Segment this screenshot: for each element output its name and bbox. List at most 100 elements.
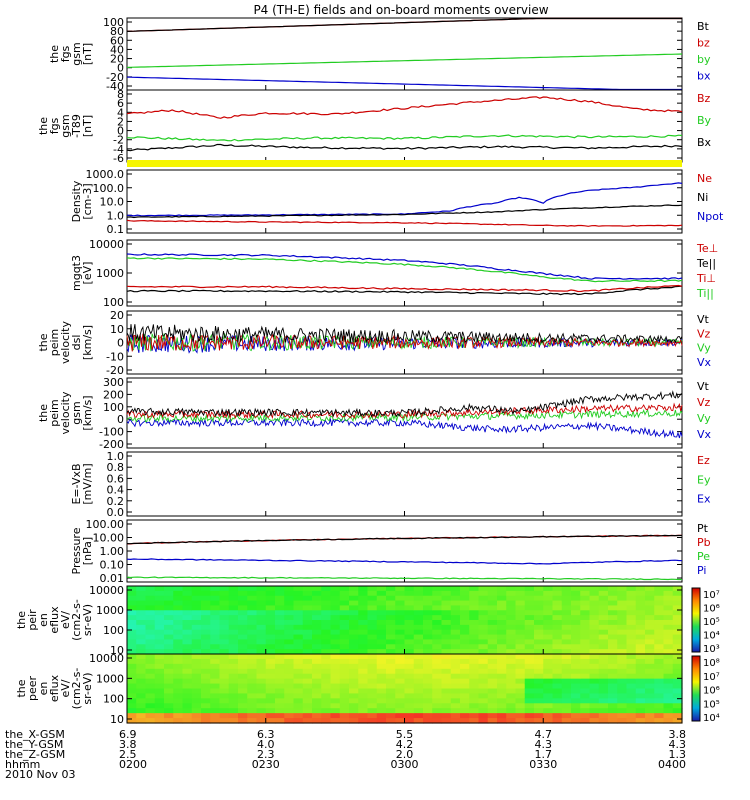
- spectrogram-cell: [182, 586, 193, 592]
- spectrogram-cell: [617, 654, 628, 660]
- spectrogram-cell: [358, 683, 369, 690]
- spectrogram-cell: [497, 615, 507, 621]
- spectrogram-cell: [626, 624, 637, 631]
- spectrogram-cell: [663, 610, 674, 616]
- spectrogram-cell: [321, 654, 332, 660]
- spectrogram-cell: [487, 693, 498, 699]
- spectrogram-cell: [423, 590, 433, 597]
- spectrogram-cell: [376, 708, 387, 714]
- spectrogram-cell: [608, 658, 618, 665]
- spectrogram-cell: [321, 649, 332, 655]
- series-Te||: [126, 285, 683, 296]
- spectrogram-cell: [515, 688, 526, 695]
- spectrogram-cell: [413, 649, 424, 655]
- spectrogram-cell: [284, 639, 295, 645]
- series-Vx: [126, 417, 683, 439]
- spectrogram-cell: [441, 698, 452, 704]
- y-axis-label: [km/s]: [81, 325, 94, 360]
- spectrogram-cell: [487, 644, 498, 650]
- spectrogram-cell: [432, 708, 443, 714]
- spectrogram-cell: [617, 590, 628, 597]
- spectrogram-cell: [395, 649, 406, 655]
- spectrogram-cell: [127, 624, 137, 631]
- spectrogram-cell: [663, 708, 674, 714]
- spectrogram-cell: [154, 624, 165, 631]
- spectrogram-cell: [645, 595, 655, 602]
- spectrogram-cell: [321, 610, 332, 616]
- spectrogram-cell: [645, 713, 655, 719]
- y-axis-label: -T89: [70, 114, 83, 138]
- spectrogram-cell: [136, 693, 147, 699]
- spectrogram-cell: [534, 615, 544, 621]
- spectrogram-cell: [386, 673, 396, 680]
- spectrogram-cell: [460, 615, 470, 621]
- spectrogram-cell: [386, 649, 396, 655]
- spectrogram-cell: [672, 649, 683, 655]
- spectrogram-cell: [432, 586, 443, 592]
- spectrogram-cell: [487, 703, 498, 709]
- y-tick-label: -20: [106, 71, 124, 84]
- spectrogram-cell: [127, 683, 137, 690]
- spectrogram-cell: [339, 693, 350, 699]
- footer-value: 4.7: [535, 728, 553, 741]
- spectrogram-cell: [598, 629, 609, 636]
- spectrogram-cell: [608, 673, 618, 680]
- spectrogram-cell: [580, 678, 591, 685]
- spectrogram-cell: [330, 600, 341, 607]
- spectrogram-cell: [136, 649, 147, 655]
- spectrogram-cell: [506, 708, 517, 714]
- spectrogram-cell: [349, 605, 359, 611]
- spectrogram-cell: [580, 649, 591, 655]
- y-tick-label: 20: [110, 309, 124, 322]
- spectrogram-cell: [608, 654, 618, 660]
- spectrogram-cell: [136, 624, 147, 631]
- y-tick-label: 0.10: [100, 559, 125, 572]
- spectrogram-cell: [645, 620, 655, 626]
- spectrogram-cell: [173, 688, 184, 695]
- spectrogram-cell: [617, 698, 628, 704]
- spectrogram-cell: [293, 634, 304, 641]
- spectrogram-cell: [127, 703, 137, 709]
- spectrogram-cell: [654, 708, 665, 714]
- spectrogram-cell: [423, 718, 433, 724]
- spectrogram-cell: [598, 688, 609, 695]
- spectrogram-cell: [302, 644, 313, 650]
- spectrogram-cell: [367, 620, 378, 626]
- colorbar: [691, 655, 701, 722]
- series-Pt: [126, 534, 682, 545]
- spectrogram-cell: [506, 639, 517, 645]
- colorbar-label: 10⁵: [703, 617, 720, 628]
- spectrogram-cell: [478, 600, 489, 607]
- spectrogram-cell: [339, 649, 350, 655]
- spectrogram-cell: [219, 663, 230, 670]
- spectrogram-cell: [182, 713, 193, 719]
- spectrogram-cell: [654, 698, 665, 704]
- spectrogram-cell: [228, 586, 239, 592]
- spectrogram-cell: [663, 673, 674, 680]
- spectrogram-cell: [423, 693, 433, 699]
- spectrogram-cell: [413, 605, 424, 611]
- spectrogram-cell: [663, 678, 674, 685]
- spectrogram-cell: [302, 683, 313, 690]
- spectrogram-cell: [136, 663, 147, 670]
- spectrogram-cell: [219, 683, 230, 690]
- spectrogram-cell: [589, 600, 600, 607]
- spectrogram-cell: [432, 683, 443, 690]
- spectrogram-cell: [469, 629, 480, 636]
- spectrogram-cell: [164, 634, 174, 641]
- spectrogram-cell: [423, 708, 433, 714]
- spectrogram-cell: [460, 718, 470, 724]
- spectrogram-cell: [219, 678, 230, 685]
- spectrogram-cell: [256, 586, 267, 592]
- spectrogram-cell: [561, 629, 572, 636]
- spectrogram-cell: [423, 654, 433, 660]
- spectrogram-cell: [580, 595, 591, 602]
- spectrogram-cell: [330, 620, 341, 626]
- legend-Vz: Vz: [697, 327, 711, 340]
- spectrogram-cell: [645, 600, 655, 607]
- spectrogram-cell: [478, 644, 489, 650]
- footer-value: 0300: [391, 758, 419, 771]
- spectrogram-cell: [293, 624, 304, 631]
- spectrogram-cell: [543, 595, 554, 602]
- spectrogram-cell: [515, 586, 526, 592]
